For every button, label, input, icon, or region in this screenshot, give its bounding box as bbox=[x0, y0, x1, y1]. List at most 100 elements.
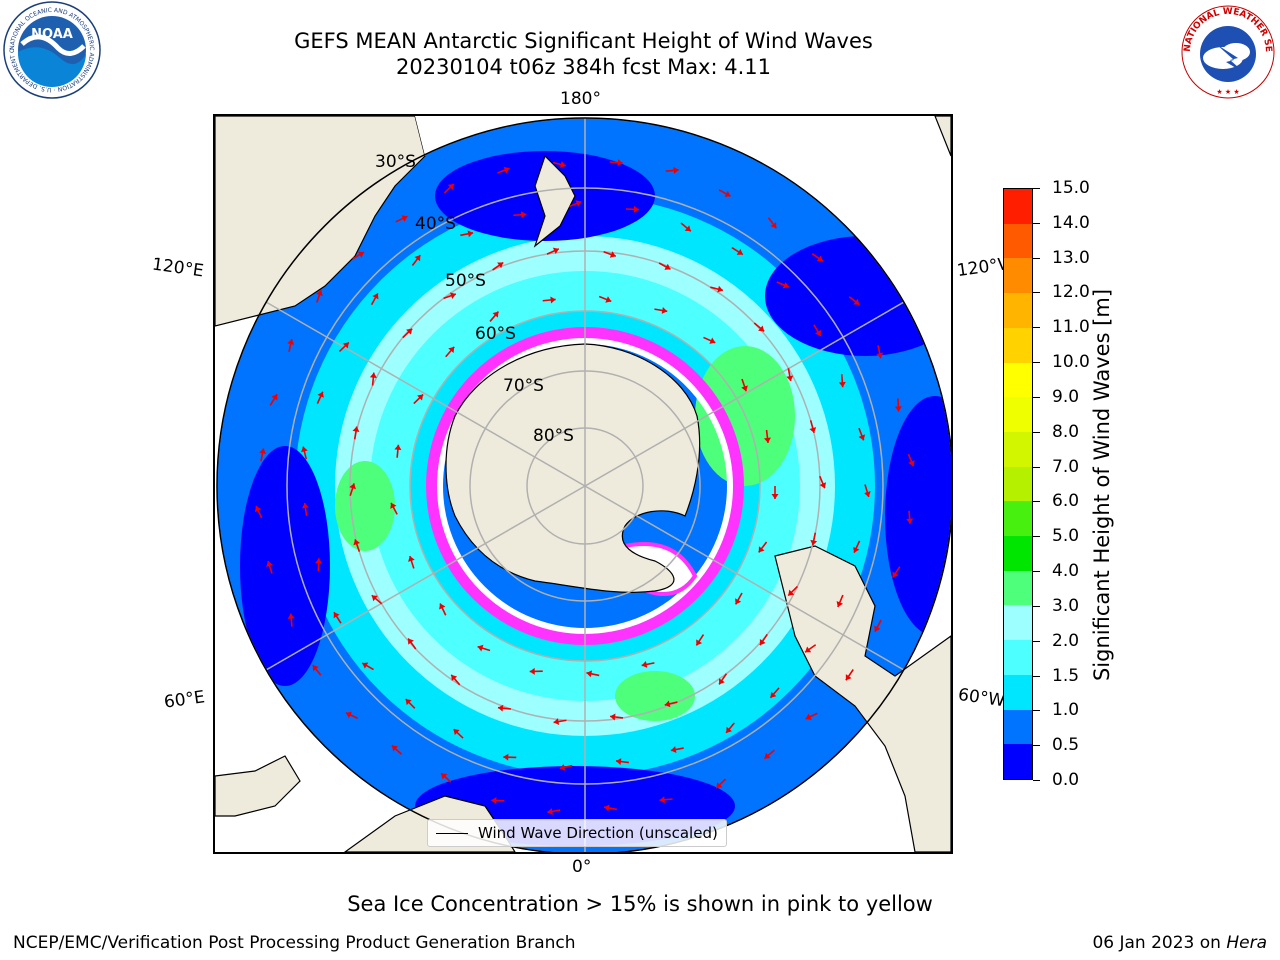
wave-direction-arrowhead bbox=[353, 539, 361, 546]
wave-direction-arrowhead bbox=[764, 752, 771, 759]
colorbar-tick bbox=[1033, 431, 1040, 433]
wave-direction-arrowhead bbox=[853, 298, 860, 305]
footer-date-text: 06 Jan 2023 on bbox=[1092, 933, 1221, 953]
wave-direction-arrowhead bbox=[560, 161, 566, 168]
wave-direction-arrowhead bbox=[838, 381, 846, 388]
colorbar-segment bbox=[1004, 640, 1032, 675]
wave-direction-arrowhead bbox=[805, 713, 812, 720]
wave-direction-arrowhead bbox=[317, 391, 324, 398]
wave-direction-arrowhead bbox=[770, 222, 777, 229]
wave-direction-arrowhead bbox=[661, 307, 668, 314]
wave-direction-arrowhead bbox=[853, 546, 860, 553]
colorbar-tick bbox=[1033, 780, 1040, 781]
wave-direction-arrowhead bbox=[763, 437, 771, 443]
wave-direction-arrowhead bbox=[863, 491, 871, 497]
wave-direction-arrowhead bbox=[716, 782, 723, 789]
colorbar-segment bbox=[1004, 536, 1032, 571]
wave-direction-arrowhead bbox=[453, 729, 460, 736]
colorbar-tick-label: 2.0 bbox=[1052, 630, 1080, 651]
colorbar-tick-label: 4.0 bbox=[1052, 561, 1080, 582]
wave-direction-arrowhead bbox=[741, 385, 748, 392]
colorbar-tick bbox=[1033, 222, 1040, 224]
wave-direction-arrowhead bbox=[391, 745, 398, 752]
lon-label-120e: 120°E bbox=[150, 254, 205, 282]
colorbar-segment bbox=[1004, 605, 1032, 641]
wave-direction-arrowhead bbox=[770, 691, 777, 698]
colorbar-label: Significant Height of Wind Waves [m] bbox=[1090, 288, 1114, 682]
sea-ice-note: Sea Ice Concentration > 15% is shown in … bbox=[347, 892, 933, 916]
colorbar-tick bbox=[1033, 571, 1040, 573]
wave-direction-arrowhead bbox=[449, 292, 456, 299]
wave-direction-arrowhead bbox=[735, 598, 742, 605]
wave-direction-arrowhead bbox=[758, 325, 765, 332]
wave-direction-arrowhead bbox=[451, 674, 458, 681]
wave-direction-arrowhead bbox=[892, 571, 899, 578]
wave-direction-arrowhead bbox=[349, 483, 356, 490]
wave-direction-arrowhead bbox=[615, 758, 622, 766]
wave-direction-arrowhead bbox=[315, 558, 323, 564]
wave-direction-arrowhead bbox=[467, 230, 474, 238]
wave-direction-arrowhead bbox=[372, 293, 379, 300]
wave-direction-arrowhead bbox=[352, 426, 360, 432]
wave-direction-arrowhead bbox=[719, 678, 725, 685]
wave-direction-arrowhead bbox=[550, 296, 556, 304]
colorbar-tick bbox=[1033, 188, 1040, 189]
colorbar-tick-label: 6.0 bbox=[1052, 491, 1080, 512]
colorbar-tick-label: 9.0 bbox=[1052, 386, 1080, 407]
colorbar-tick-label: 8.0 bbox=[1052, 421, 1080, 442]
wave-direction-arrowhead bbox=[491, 797, 497, 805]
wave-direction-arrowhead bbox=[815, 329, 822, 336]
wave-direction-arrowhead bbox=[408, 556, 415, 562]
wave-direction-arrowhead bbox=[759, 639, 766, 646]
colorbar-segment bbox=[1004, 327, 1032, 363]
colorbar-tick-label: 11.0 bbox=[1052, 317, 1090, 338]
wave-direction-arrowhead bbox=[758, 546, 765, 553]
legend-label: Wind Wave Direction (unscaled) bbox=[478, 824, 718, 842]
footer-date: 06 Jan 2023 on Hera bbox=[1092, 933, 1267, 953]
wave-direction-arrowhead bbox=[406, 328, 413, 335]
wave-direction-arrowhead bbox=[709, 337, 716, 344]
wave-direction-arrowhead bbox=[312, 665, 319, 672]
lat-label-80s: 80°S bbox=[533, 426, 574, 446]
colorbar-segment bbox=[1004, 431, 1032, 467]
wave-direction-arrowhead bbox=[845, 674, 852, 681]
wave-direction-arrowhead bbox=[816, 255, 823, 262]
colorbar-tick bbox=[1033, 327, 1040, 329]
wave-direction-arrowhead bbox=[670, 746, 677, 753]
wave-direction-arrowhead bbox=[552, 247, 559, 255]
colorbar-tick bbox=[1033, 292, 1040, 294]
colorbar-segment bbox=[1004, 744, 1032, 779]
wave-direction-arrowhead bbox=[633, 205, 639, 213]
lat-label-60s: 60°S bbox=[475, 324, 516, 344]
lon-label-120w: 120°W bbox=[955, 254, 1005, 282]
lat-label-40s: 40°S bbox=[415, 214, 456, 234]
wave-direction-arrowhead bbox=[876, 352, 884, 359]
wave-direction-arrowhead bbox=[610, 713, 616, 721]
wave-direction-arrowhead bbox=[369, 372, 377, 378]
wave-direction-arrowhead bbox=[906, 518, 914, 524]
wave-direction-arrowhead bbox=[371, 595, 378, 602]
lon-label-60e: 60°E bbox=[162, 687, 207, 713]
colorbar-tick-label: 0.0 bbox=[1052, 770, 1080, 790]
colorbar-segment bbox=[1004, 362, 1032, 398]
wave-direction-arrowhead bbox=[362, 662, 369, 669]
wave-direction-arrowhead bbox=[684, 225, 691, 232]
wave-direction-arrowhead bbox=[259, 448, 266, 455]
wave-direction-arrowhead bbox=[858, 434, 866, 441]
wave-direction-arrowhead bbox=[497, 262, 504, 269]
colorbar-tick-label: 13.0 bbox=[1052, 247, 1090, 268]
wave-direction-arrowhead bbox=[333, 612, 340, 619]
colorbar-segment bbox=[1004, 223, 1032, 259]
colorbar-segment bbox=[1004, 466, 1032, 502]
colorbar bbox=[1003, 188, 1033, 780]
colorbar-tick-label: 7.0 bbox=[1052, 456, 1080, 477]
wave-direction-arrowhead bbox=[559, 763, 566, 771]
footer-credit: NCEP/EMC/Verification Post Processing Pr… bbox=[13, 933, 576, 953]
map-subtitle: 20230104 t06z 384h fcst Max: 4.11 bbox=[396, 55, 771, 79]
wave-direction-arrowhead bbox=[503, 166, 510, 174]
colorbar-tick bbox=[1033, 466, 1040, 468]
colorbar-segment bbox=[1004, 189, 1032, 224]
lat-label-30s: 30°S bbox=[375, 152, 416, 172]
wave-direction-arrowhead bbox=[439, 603, 446, 610]
lat-label-50s: 50°S bbox=[445, 271, 486, 291]
